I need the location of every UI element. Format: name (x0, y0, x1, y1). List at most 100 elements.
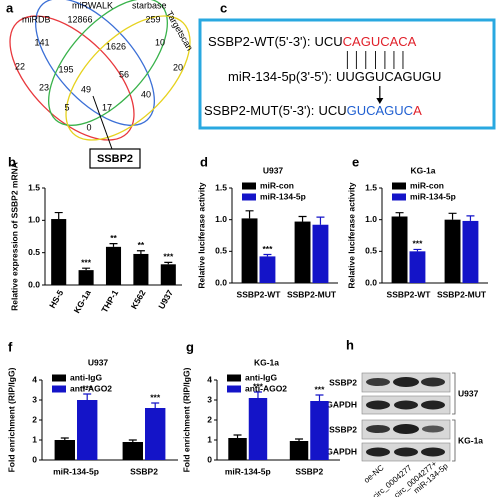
band (394, 447, 418, 457)
error-bar (263, 253, 272, 257)
error-bar (395, 212, 404, 217)
panel-label: g (186, 339, 194, 354)
band (366, 378, 390, 386)
sequence-row: SSBP2-WT(5'-3'): UCUCAGUCACA (208, 34, 417, 49)
x-tick-label: KG-1a (72, 288, 93, 315)
x-tick-label: U937 (156, 288, 175, 311)
error-bar (136, 250, 145, 254)
legend-label: anti-IgG (245, 372, 277, 382)
y-tick-label: 0.0 (28, 279, 40, 289)
error-bar (128, 439, 137, 442)
y-axis-label: Relative expression of SSBP2 mRNA (9, 162, 19, 311)
venn-count: 20 (173, 62, 183, 72)
significance: *** (163, 252, 174, 262)
y-tick-label: 0.0 (365, 277, 377, 287)
y-tick-label: 0.5 (215, 246, 227, 256)
significance: *** (82, 383, 93, 393)
panel-label: e (352, 154, 359, 169)
bar (289, 441, 309, 460)
venn-count: 22 (15, 61, 25, 71)
bar (391, 216, 408, 283)
seq-part: GUCAGUC (347, 103, 413, 118)
y-tick-label: 0.5 (365, 246, 377, 256)
panel-label: f (8, 339, 13, 354)
significance: *** (262, 244, 273, 254)
error-bar (295, 438, 304, 441)
seq-part: UCU (314, 34, 342, 49)
seq-part: CAGUCAC (343, 34, 408, 49)
error-bar (164, 261, 173, 265)
venn-count: 40 (141, 89, 151, 99)
arrow-head (376, 98, 384, 104)
error-bar (82, 267, 91, 271)
panel-label: a (6, 0, 14, 15)
venn-set (48, 0, 168, 126)
error-bar (316, 216, 325, 225)
band (421, 447, 445, 457)
sequence-panel: c SSBP2-WT(5'-3'): UCUCAGUCACA miR-134-5p… (198, 0, 496, 130)
error-bar (54, 211, 63, 220)
row-label: SSBP2-WT(5'-3'): (208, 34, 310, 49)
error-bar (315, 394, 324, 401)
error-bar (298, 215, 307, 222)
y-tick-label: 3 (32, 394, 37, 404)
bar (228, 438, 247, 460)
y-tick-label: 3 (207, 394, 212, 404)
row-label: SSBP2-MUT(5'-3'): (204, 103, 314, 118)
legend-swatch (227, 374, 241, 382)
x-tick-label: miR-134-5p (53, 466, 99, 476)
venn-count: 23 (39, 82, 49, 92)
error-bar (151, 402, 160, 408)
legend-label: miR-con (410, 180, 444, 190)
band (366, 447, 390, 457)
bar (241, 218, 258, 283)
set-label: miRWALK (72, 0, 113, 10)
seq-part: UCU (318, 103, 346, 118)
panel-label: b (8, 154, 16, 169)
bar (310, 401, 329, 460)
row-label: SSBP2 (329, 377, 357, 387)
bar (133, 253, 149, 285)
seq-part: A (408, 34, 417, 49)
bar (77, 400, 98, 460)
venn-count: 1626 (106, 41, 126, 51)
error-bar (413, 248, 422, 252)
y-tick-label: 1.0 (28, 215, 40, 225)
error-bar (233, 434, 242, 438)
bar (160, 264, 176, 285)
bar (312, 224, 329, 283)
legend-label: anti-IgG (70, 372, 102, 382)
significance: ** (110, 233, 117, 243)
venn-set (35, 0, 155, 126)
y-tick-label: 1 (207, 434, 212, 444)
y-axis-label: Relative luciferase activity (196, 182, 206, 289)
venn-count: 5 (64, 102, 69, 112)
y-tick-label: 1.5 (215, 182, 227, 192)
legend-swatch (392, 182, 406, 190)
venn-set (65, 15, 191, 141)
significance: *** (150, 392, 161, 402)
venn-count: 141 (34, 37, 49, 47)
x-tick-label: SSBP2-WT (387, 289, 432, 299)
band (421, 377, 445, 387)
bar (145, 408, 166, 460)
error-bar (109, 243, 118, 247)
venn-count: 0 (86, 122, 91, 132)
legend-label: anti-AGO2 (245, 383, 287, 393)
legend-swatch (242, 182, 256, 190)
x-tick-label: miR-134-5p (225, 466, 271, 476)
bar (259, 256, 276, 283)
legend-swatch (242, 193, 256, 201)
band (366, 425, 390, 433)
x-tick-label: SSBP2-WT (237, 289, 282, 299)
y-tick-label: 1.5 (28, 182, 40, 192)
venn-count: 195 (58, 64, 73, 74)
band (422, 425, 444, 433)
sequence-row: miR-134-5p(3'-5'): UUGGUCAGUGU (228, 69, 441, 84)
x-tick-label: K562 (129, 288, 148, 311)
y-tick-label: 2 (207, 414, 212, 424)
y-tick-label: 1.0 (215, 214, 227, 224)
y-tick-label: 1.5 (365, 182, 377, 192)
x-tick-label: SSBP2 (295, 466, 323, 476)
chart-title: U937 (263, 165, 284, 175)
